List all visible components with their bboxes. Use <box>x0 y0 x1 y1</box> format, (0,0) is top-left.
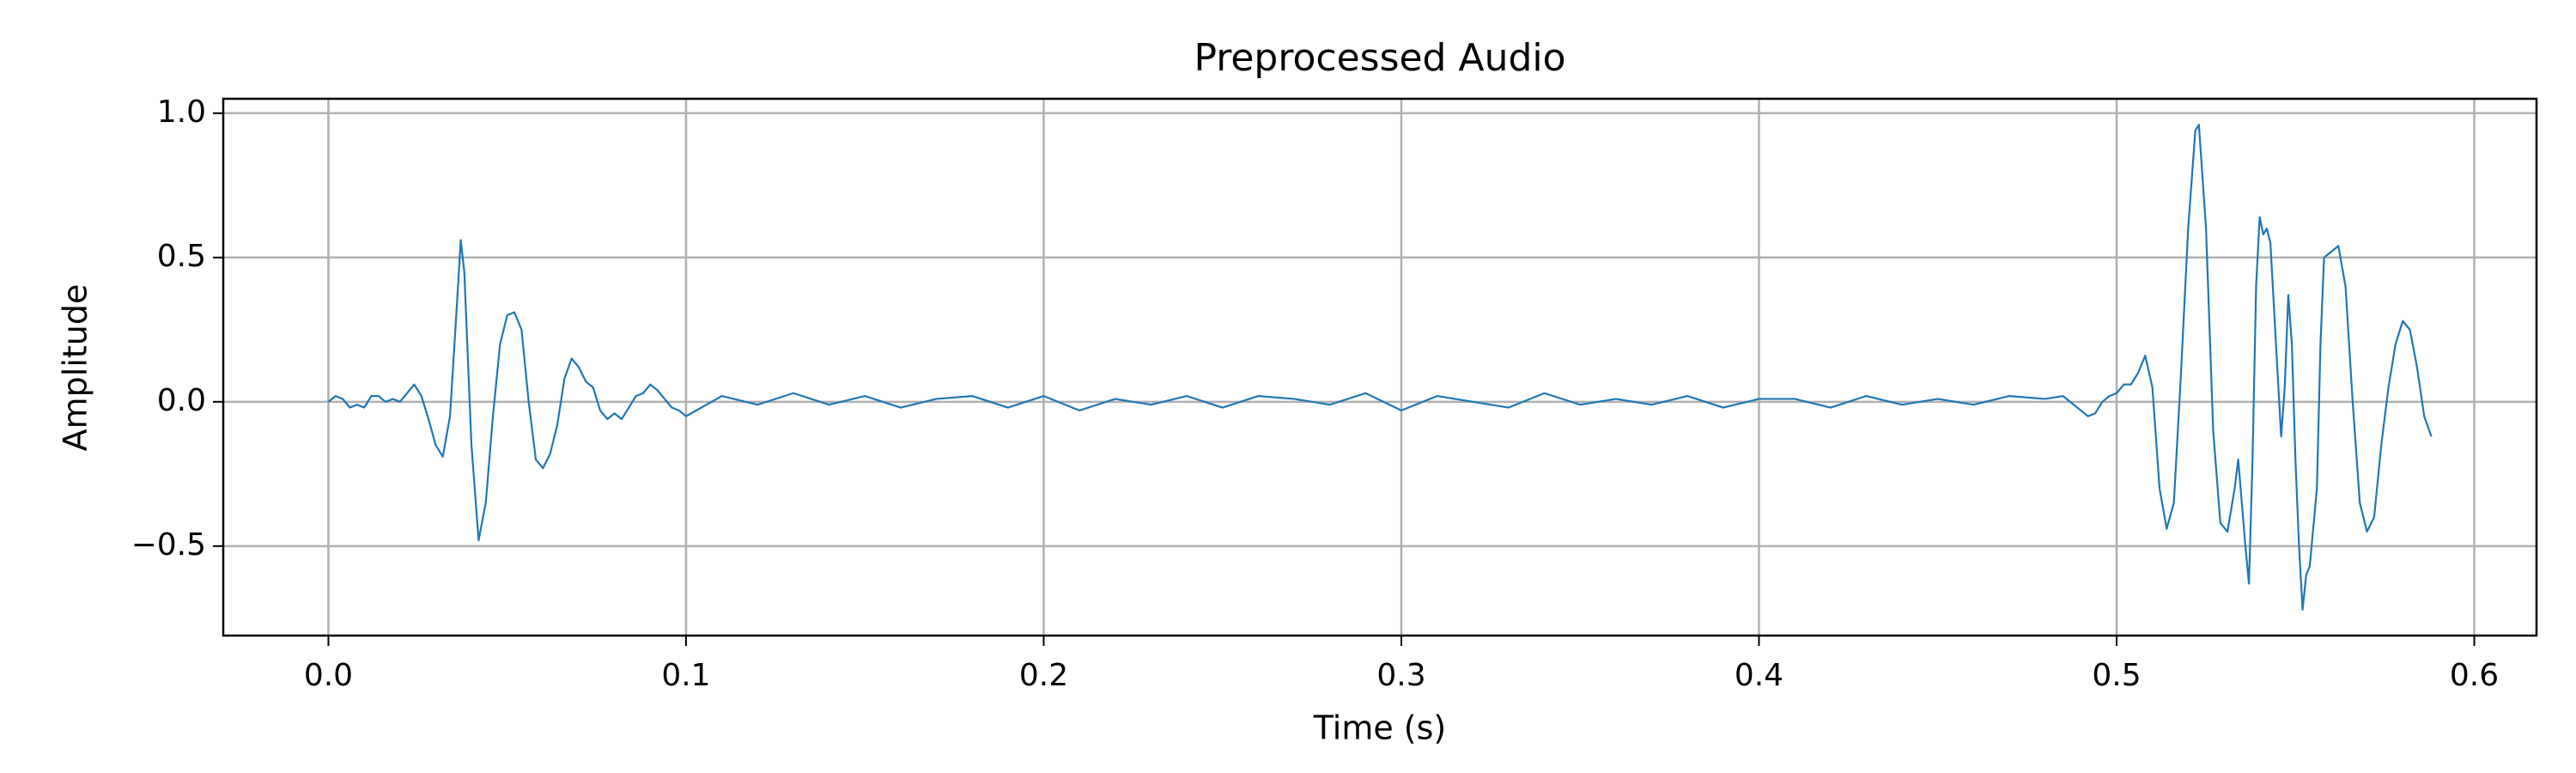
x-axis-label: Time (s) <box>1313 709 1447 747</box>
x-tick-label: 0.2 <box>1019 658 1068 693</box>
x-tick-label: 0.1 <box>661 658 710 693</box>
chart-title: Preprocessed Audio <box>1194 36 1565 80</box>
x-tick-label: 0.3 <box>1376 658 1425 693</box>
y-tick-label: 1.0 <box>157 94 206 130</box>
x-tick-label: 0.6 <box>2450 658 2499 693</box>
x-tick-label: 0.0 <box>304 658 353 693</box>
axes-frame <box>222 97 2538 637</box>
x-tick-label: 0.4 <box>1735 658 1783 693</box>
y-tick-label: 0.0 <box>157 383 206 418</box>
y-axis-label: Amplitude <box>57 284 94 452</box>
y-tick-label: −0.5 <box>131 527 206 563</box>
y-tick-label: 0.5 <box>157 239 206 274</box>
waveform-line <box>327 124 2433 611</box>
x-tick-label: 0.5 <box>2092 658 2141 693</box>
